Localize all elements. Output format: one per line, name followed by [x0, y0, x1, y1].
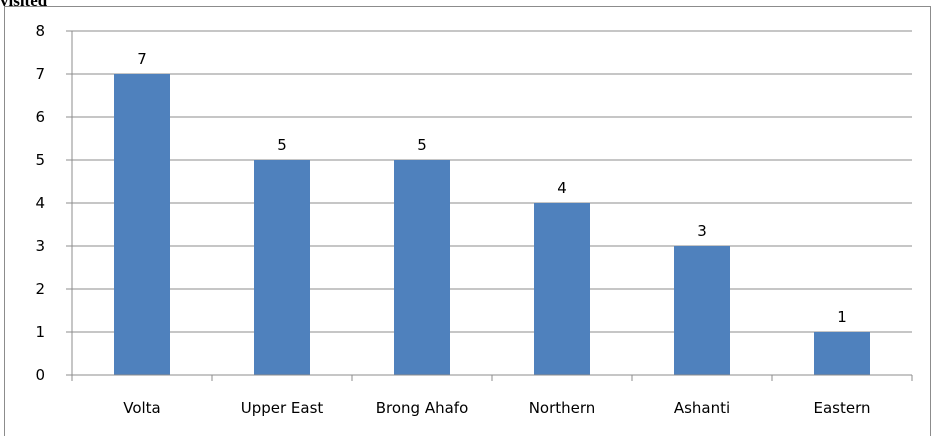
bar — [674, 246, 730, 375]
y-tick-label: 0 — [35, 366, 45, 384]
x-axis-tick-labels: Volta Upper East Brong Ahafo Northern Ashant… — [123, 399, 870, 417]
y-tick-label: 2 — [35, 280, 45, 298]
x-tick-label: Northern — [529, 399, 596, 417]
data-label: 7 — [137, 50, 147, 68]
y-tick-label: 1 — [35, 323, 45, 341]
data-label: 5 — [417, 136, 427, 154]
x-tick-label: Brong Ahafo — [376, 399, 469, 417]
y-tick-label: 6 — [35, 108, 45, 126]
data-label: 1 — [837, 308, 847, 326]
data-labels: 7 5 5 4 3 1 — [137, 50, 847, 326]
data-label: 5 — [277, 136, 287, 154]
document-caption-fragment: visited — [0, 0, 48, 10]
y-tick-label: 5 — [35, 151, 45, 169]
x-tick-label: Upper East — [241, 399, 324, 417]
y-tick-label: 7 — [35, 65, 45, 83]
data-label: 4 — [557, 179, 567, 197]
gridlines — [66, 30, 913, 381]
bar — [254, 160, 310, 375]
bar — [114, 74, 170, 375]
data-label: 3 — [697, 222, 707, 240]
bars — [114, 74, 870, 375]
y-tick-label: 8 — [35, 22, 45, 40]
y-axis-tick-labels: 0 1 2 3 4 5 6 7 8 — [35, 22, 45, 384]
x-tick-label: Eastern — [813, 399, 870, 417]
bar — [394, 160, 450, 375]
bar — [534, 203, 590, 375]
x-tick-label: Ashanti — [674, 399, 730, 417]
y-tick-label: 4 — [35, 194, 45, 212]
y-tick-label: 3 — [35, 237, 45, 255]
bar — [814, 332, 870, 375]
x-tick-label: Volta — [123, 399, 161, 417]
